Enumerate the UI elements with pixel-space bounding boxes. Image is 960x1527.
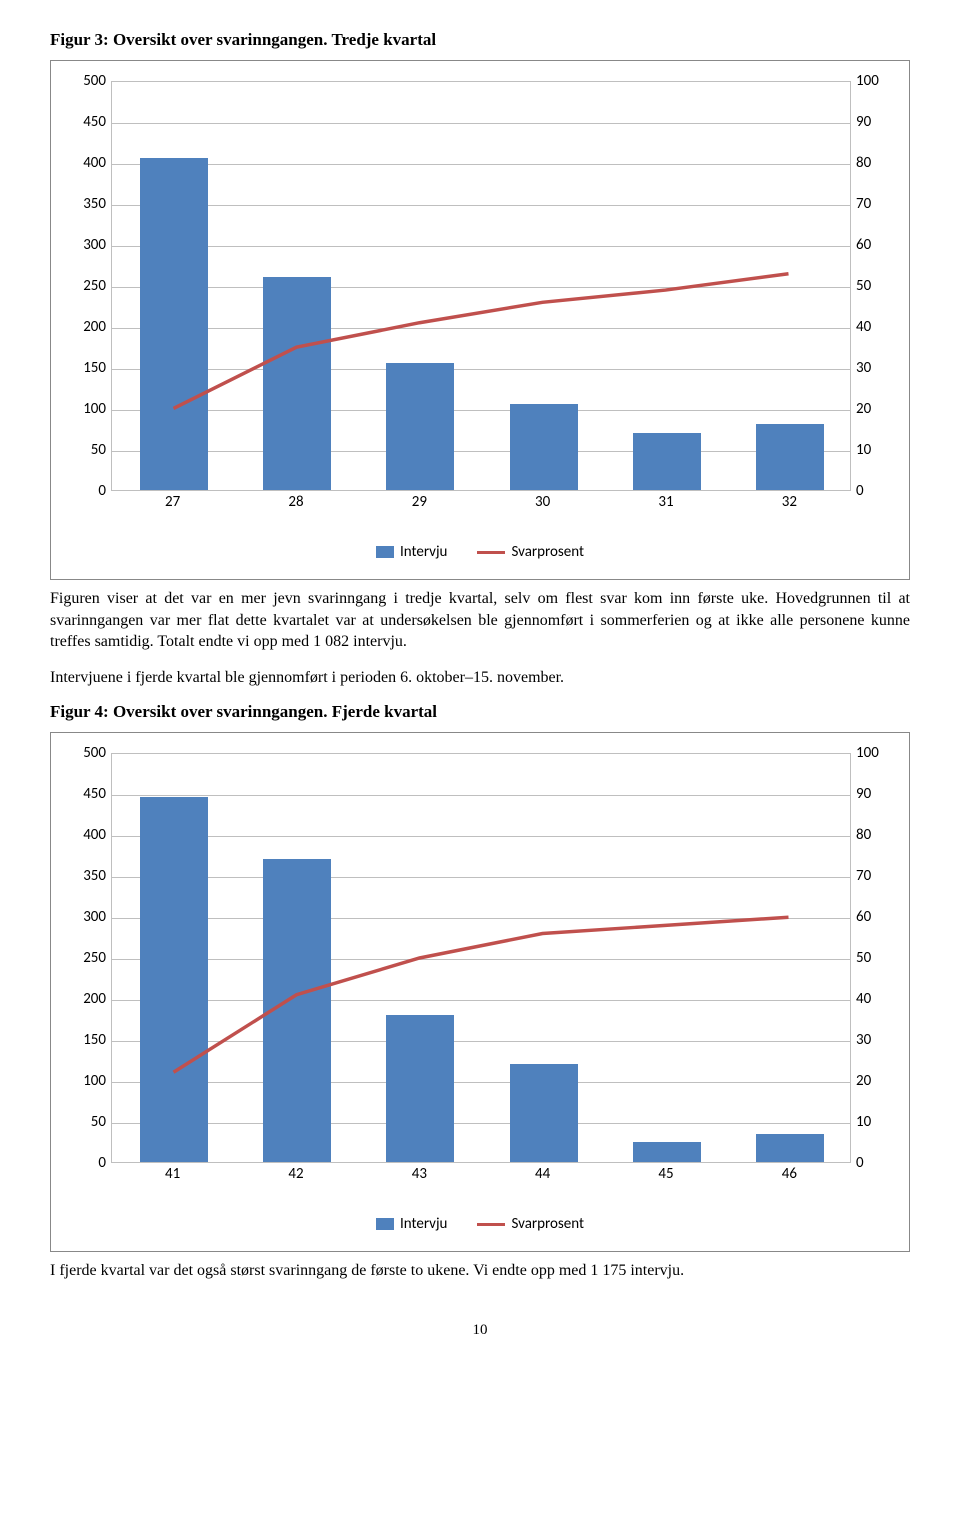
y-axis-right-tick: 60 xyxy=(856,908,891,926)
line-series xyxy=(112,82,850,490)
y-axis-left-tick: 250 xyxy=(71,949,106,967)
y-axis-right-tick: 40 xyxy=(856,318,891,336)
y-axis-left-tick: 350 xyxy=(71,867,106,885)
x-axis-tick: 42 xyxy=(288,1165,303,1183)
x-axis-tick: 31 xyxy=(658,493,673,511)
figure-4-heading: Figur 4: Oversikt over svarinngangen. Fj… xyxy=(50,702,910,722)
y-axis-left-tick: 100 xyxy=(71,400,106,418)
chart-legend: Intervju Svarprosent xyxy=(51,1215,909,1233)
y-axis-left-tick: 300 xyxy=(71,236,106,254)
x-axis-tick: 28 xyxy=(288,493,303,511)
x-axis-tick: 32 xyxy=(782,493,797,511)
y-axis-left-tick: 50 xyxy=(71,441,106,459)
plot-area xyxy=(111,753,851,1163)
y-axis-left-tick: 300 xyxy=(71,908,106,926)
y-axis-right-tick: 80 xyxy=(856,826,891,844)
x-axis-tick: 29 xyxy=(412,493,427,511)
line-swatch-icon xyxy=(477,1223,505,1226)
y-axis-left-tick: 100 xyxy=(71,1072,106,1090)
chart-legend: Intervju Svarprosent xyxy=(51,543,909,561)
legend-item-line: Svarprosent xyxy=(477,1215,584,1233)
y-axis-left-tick: 150 xyxy=(71,1031,106,1049)
y-axis-left-tick: 200 xyxy=(71,990,106,1008)
y-axis-right-tick: 90 xyxy=(856,113,891,131)
y-axis-right-tick: 90 xyxy=(856,785,891,803)
y-axis-right-tick: 20 xyxy=(856,1072,891,1090)
y-axis-left-tick: 500 xyxy=(71,744,106,762)
y-axis-right-tick: 70 xyxy=(856,867,891,885)
legend-item-bar: Intervju xyxy=(376,543,447,561)
y-axis-right-tick: 10 xyxy=(856,1113,891,1131)
line-series xyxy=(112,754,850,1162)
x-axis-tick: 30 xyxy=(535,493,550,511)
page-number: 10 xyxy=(50,1322,910,1339)
line-swatch-icon xyxy=(477,551,505,554)
y-axis-left-tick: 200 xyxy=(71,318,106,336)
y-axis-left-tick: 250 xyxy=(71,277,106,295)
y-axis-right-tick: 50 xyxy=(856,277,891,295)
y-axis-right-tick: 30 xyxy=(856,1031,891,1049)
legend-bar-label: Intervju xyxy=(400,543,447,561)
y-axis-right-tick: 70 xyxy=(856,195,891,213)
legend-bar-label: Intervju xyxy=(400,1215,447,1233)
y-axis-right-tick: 0 xyxy=(856,1154,891,1172)
figure-3-heading: Figur 3: Oversikt over svarinngangen. Tr… xyxy=(50,30,910,50)
x-axis-tick: 44 xyxy=(535,1165,550,1183)
y-axis-right-tick: 10 xyxy=(856,441,891,459)
x-axis-tick: 46 xyxy=(782,1165,797,1183)
legend-line-label: Svarprosent xyxy=(511,543,584,561)
y-axis-left-tick: 450 xyxy=(71,785,106,803)
y-axis-left-tick: 0 xyxy=(71,482,106,500)
x-axis-tick: 43 xyxy=(412,1165,427,1183)
y-axis-right-tick: 80 xyxy=(856,154,891,172)
x-axis-tick: 41 xyxy=(165,1165,180,1183)
y-axis-left-tick: 50 xyxy=(71,1113,106,1131)
y-axis-left-tick: 350 xyxy=(71,195,106,213)
y-axis-left-tick: 400 xyxy=(71,826,106,844)
figure-3-caption-paragraph: Figuren viser at det var en mer jevn sva… xyxy=(50,588,910,653)
y-axis-left-tick: 450 xyxy=(71,113,106,131)
y-axis-right-tick: 30 xyxy=(856,359,891,377)
y-axis-right-tick: 40 xyxy=(856,990,891,1008)
figure-3-chart: 0 50 100 150 200 250 300 350 400 450 500 0 10 20 30 40 5… xyxy=(50,60,910,580)
legend-item-line: Svarprosent xyxy=(477,543,584,561)
x-axis-tick: 45 xyxy=(658,1165,673,1183)
y-axis-right-tick: 100 xyxy=(856,744,891,762)
bar-swatch-icon xyxy=(376,546,394,558)
plot-area xyxy=(111,81,851,491)
y-axis-right-tick: 50 xyxy=(856,949,891,967)
y-axis-left-tick: 0 xyxy=(71,1154,106,1172)
y-axis-right-tick: 60 xyxy=(856,236,891,254)
y-axis-right-tick: 20 xyxy=(856,400,891,418)
y-axis-right-tick: 0 xyxy=(856,482,891,500)
interview-period-paragraph: Intervjuene i fjerde kvartal ble gjennom… xyxy=(50,667,910,689)
figure-4-chart: 0 50 100 150 200 250 300 350 400 450 500 0 10 20 30 40 5… xyxy=(50,732,910,1252)
y-axis-right-tick: 100 xyxy=(856,72,891,90)
bar-swatch-icon xyxy=(376,1218,394,1230)
legend-line-label: Svarprosent xyxy=(511,1215,584,1233)
y-axis-left-tick: 150 xyxy=(71,359,106,377)
legend-item-bar: Intervju xyxy=(376,1215,447,1233)
y-axis-left-tick: 400 xyxy=(71,154,106,172)
figure-4-caption-paragraph: I fjerde kvartal var det også størst sva… xyxy=(50,1260,910,1282)
x-axis-tick: 27 xyxy=(165,493,180,511)
y-axis-left-tick: 500 xyxy=(71,72,106,90)
